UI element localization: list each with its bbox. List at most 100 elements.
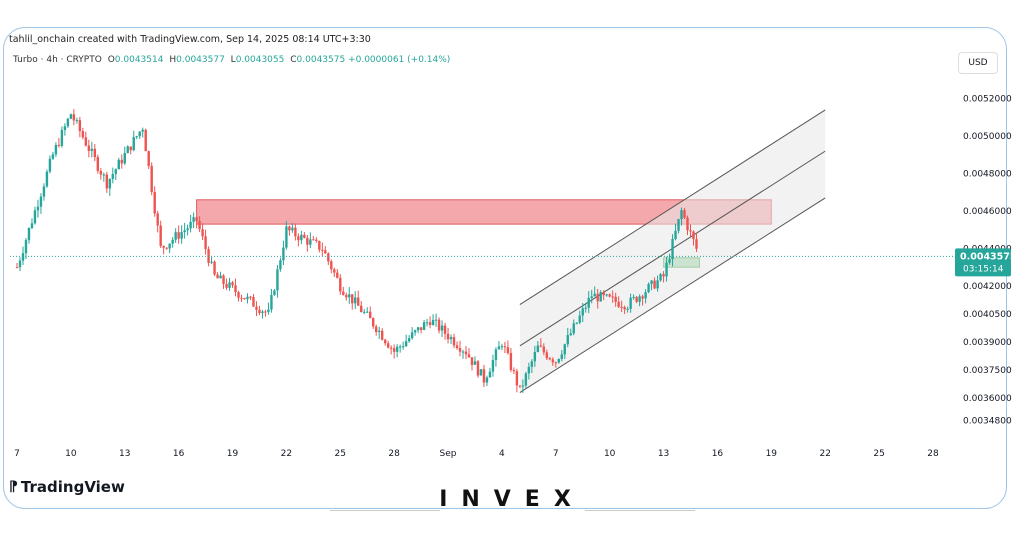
candle-body — [150, 165, 153, 193]
candle-body — [659, 274, 662, 281]
candle-body — [348, 294, 351, 298]
candle-body — [273, 290, 276, 295]
candle-body — [204, 236, 207, 250]
y-tick-label: 0.0039000 — [963, 338, 1012, 348]
candle-body — [24, 240, 28, 254]
candle-body — [695, 239, 698, 249]
candle-body — [330, 261, 333, 270]
candle-body — [234, 285, 237, 293]
candle-body — [470, 357, 474, 365]
candle-body — [201, 229, 204, 237]
y-tick-label: 0.0050000 — [963, 132, 1012, 142]
candle-body — [105, 174, 108, 189]
candle-body — [608, 294, 611, 297]
candle-body — [267, 309, 270, 312]
candle-body — [141, 129, 144, 132]
candle-body — [18, 260, 22, 268]
candle-body — [222, 275, 225, 285]
candle-body — [153, 192, 156, 214]
candle-body — [587, 297, 590, 308]
candle-body — [213, 261, 216, 275]
candle-body — [425, 322, 429, 324]
candle-body — [392, 348, 396, 352]
x-tick-label: 10 — [65, 449, 77, 459]
y-tick-label: 0.0046000 — [963, 207, 1012, 217]
invex-divider-left — [330, 510, 440, 511]
candle-body — [560, 354, 563, 359]
candle-body — [599, 292, 602, 302]
candle-body — [312, 239, 315, 241]
candle-body — [590, 296, 593, 298]
candle-body — [527, 366, 531, 374]
candle-body — [680, 210, 683, 220]
candle-body — [431, 319, 435, 325]
candle-body — [198, 221, 201, 230]
candle-body — [372, 318, 375, 327]
x-tick-label: 13 — [658, 449, 669, 459]
candle-body — [638, 296, 641, 302]
candle-body — [662, 274, 665, 277]
candle-body — [216, 274, 219, 279]
candle-body — [342, 291, 345, 295]
candle-body — [605, 294, 608, 296]
candle-body — [261, 311, 264, 314]
channel-line — [519, 109, 826, 306]
candle-body — [81, 131, 85, 138]
candle-body — [324, 250, 327, 254]
candle-body — [132, 137, 135, 151]
candle-body — [294, 227, 297, 237]
high-value: 0.0043577 — [176, 55, 225, 65]
candle-body — [15, 267, 19, 269]
candle-body — [500, 346, 504, 348]
last-price-tag — [955, 248, 1011, 277]
candle-body — [584, 307, 587, 309]
currency-button[interactable]: USD — [958, 52, 998, 74]
close-value: 0.0043575 — [296, 55, 346, 65]
candle-body — [674, 230, 677, 239]
candle-body — [297, 236, 300, 241]
candle-body — [512, 370, 516, 372]
candle-body — [533, 352, 537, 362]
candle-body — [473, 361, 477, 365]
candle-body — [692, 231, 695, 240]
candle-body — [321, 249, 324, 251]
candle-body — [114, 169, 117, 175]
candle-body — [135, 136, 138, 138]
candle-body — [665, 262, 668, 277]
candle-body — [542, 346, 546, 353]
candle-body — [129, 146, 132, 151]
candle-body — [521, 385, 525, 387]
candle-body — [689, 230, 692, 232]
candle-body — [177, 232, 180, 239]
ohlc-legend: Turbo · 4h · CRYPTO O0.0043514 H0.004357… — [13, 55, 450, 65]
candle-body — [225, 284, 228, 288]
candle-body — [90, 148, 94, 151]
candle-body — [249, 296, 252, 298]
candle-body — [656, 280, 659, 289]
invex-logo: INVEX — [439, 487, 585, 512]
channel-line — [519, 197, 826, 393]
candle-body — [644, 292, 647, 299]
candle-body — [303, 234, 306, 238]
candle-body — [581, 308, 584, 316]
candle-body — [183, 230, 186, 233]
y-tick-label: 0.0052000 — [963, 95, 1012, 105]
candle-body — [72, 114, 76, 121]
candle-body — [93, 148, 97, 158]
candle-body — [629, 297, 632, 309]
candle-body — [255, 306, 258, 310]
candle-body — [632, 296, 635, 298]
last-price-value: 0.0043575 — [960, 251, 1017, 262]
candle-body — [380, 330, 384, 340]
candle-body — [683, 210, 686, 218]
candle-body — [569, 333, 572, 336]
candle-body — [518, 385, 522, 387]
candle-body — [536, 345, 540, 353]
candle-body — [33, 210, 37, 224]
candle-body — [84, 137, 88, 146]
candle-body — [57, 144, 61, 146]
candle-body — [467, 354, 471, 358]
candle-body — [123, 153, 126, 164]
candle-body — [219, 275, 222, 279]
